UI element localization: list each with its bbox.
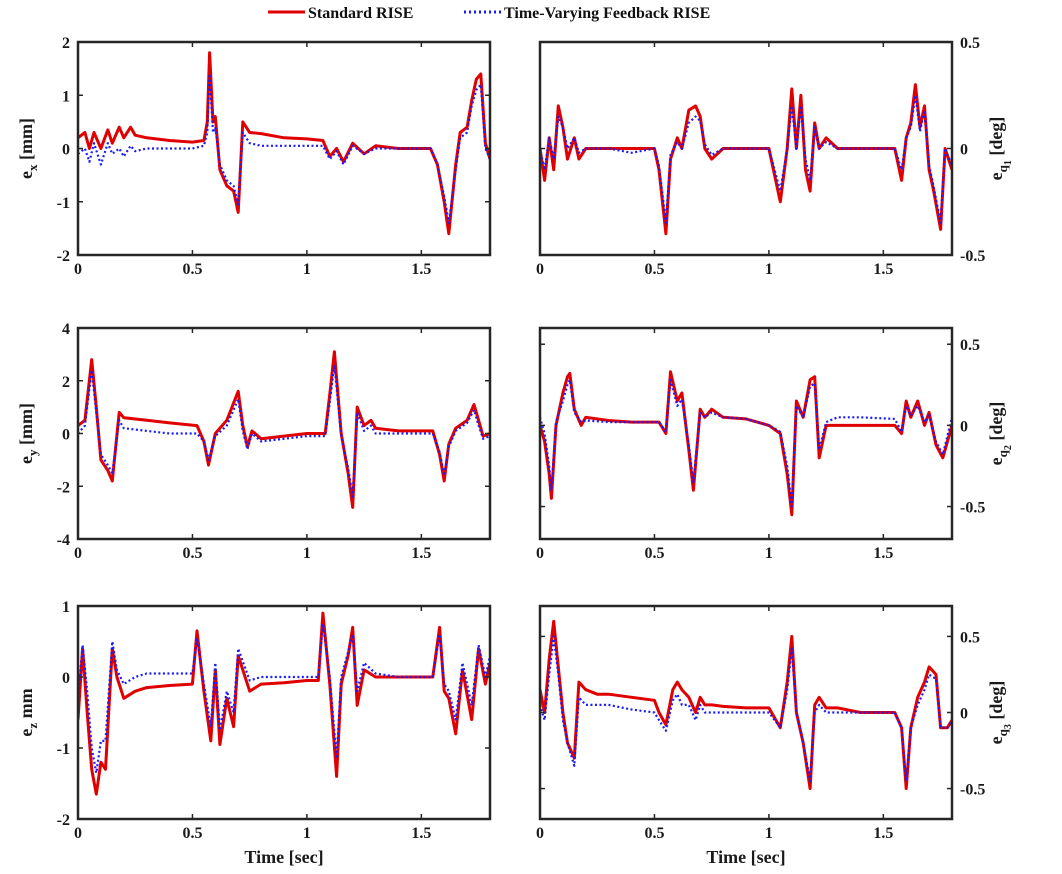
y-tick-label-ey: 0	[62, 427, 70, 444]
y-axis-label-eq1: eq1 [deg]	[986, 117, 1014, 181]
y-tick-label-ex: 0	[62, 142, 70, 159]
x-tick-label-ey: 0.5	[182, 545, 202, 562]
x-tick-label-eq3: 0	[536, 825, 544, 842]
legend-label-standard-rise: Standard RISE	[308, 5, 413, 22]
x-tick-label-ex: 1	[303, 261, 311, 278]
legend: Standard RISE Time-Varying Feedback RISE	[268, 5, 710, 22]
x-tick-label-ez: 1	[303, 825, 311, 842]
x-tick-label-eq2: 0.5	[644, 545, 664, 562]
y-tick-label-ex: -1	[57, 195, 70, 212]
y-axis-label-ex: ex [mm]	[16, 118, 40, 179]
series-line-standard-rise-eq2	[540, 370, 952, 517]
y-tick-label-ex: -2	[57, 248, 70, 265]
subplot-eq1: 0 0.5 1 1.5 -0.5 0 0.5 eq1 [deg]	[536, 35, 1014, 278]
y-tick-label-eq1: -0.5	[960, 248, 985, 265]
subplot-ey: 0 0.5 1 1.5 -4 -2 0 2 4 ey [mm]	[16, 321, 492, 562]
series-line-standard-rise-ez	[78, 611, 490, 796]
y-tick-label-ez: -1	[57, 741, 70, 758]
x-tick-label-eq3: 1	[765, 825, 773, 842]
x-tick-label-eq3: 0.5	[644, 825, 664, 842]
series-line-standard-rise-eq3	[540, 619, 952, 791]
subplot-eq2: 0 0.5 1 1.5 -0.5 0 0.5 eq2 [deg]	[536, 326, 1014, 562]
y-tick-label-ex: 1	[62, 88, 70, 105]
x-tick-label-ez: 0	[74, 825, 82, 842]
legend-label-time-varying-feedback-rise: Time-Varying Feedback RISE	[504, 5, 710, 22]
series-line-standard-rise-eq1	[540, 83, 952, 236]
x-tick-label-ey: 0	[74, 545, 82, 562]
x-axis-label-ez: Time [sec]	[244, 847, 323, 867]
series-line-time-varying-feedback-rise-eq1	[540, 94, 952, 225]
y-tick-label-eq3: 0.5	[960, 629, 980, 646]
y-tick-label-eq3: -0.5	[960, 782, 985, 799]
y-axis-label-ez: ez mm	[16, 688, 40, 736]
subplot-eq3: 0 0.5 1 1.5 -0.5 0 0.5 eq3 [deg] Time [sec]	[536, 604, 1014, 867]
x-tick-label-ez: 0.5	[182, 825, 202, 842]
y-tick-label-eq1: 0	[960, 142, 968, 159]
axes-frame-ez	[76, 604, 492, 821]
subplot-ex: 0 0.5 1 1.5 -2 -1 0 1 2 ex [mm]	[16, 35, 492, 278]
y-axis-label-eq3: eq3 [deg]	[986, 681, 1014, 745]
y-tick-label-ey: -2	[57, 479, 70, 496]
y-axis-label-eq2: eq2 [deg]	[986, 402, 1014, 466]
x-tick-label-ex: 0	[74, 261, 82, 278]
x-tick-label-eq2: 1.5	[873, 545, 893, 562]
series-line-standard-rise-ey	[78, 350, 490, 509]
y-axis-label-ey: ey [mm]	[16, 403, 40, 464]
series-line-time-varying-feedback-rise-ex	[78, 72, 490, 225]
y-tick-label-eq3: 0	[960, 706, 968, 723]
axes-frame-ey	[76, 326, 492, 541]
x-tick-label-ey: 1.5	[411, 545, 431, 562]
x-tick-label-eq3: 1.5	[873, 825, 893, 842]
x-tick-label-eq1: 0.5	[644, 261, 664, 278]
series-line-time-varying-feedback-rise-ez	[78, 622, 490, 774]
x-tick-label-eq2: 0	[536, 545, 544, 562]
y-tick-label-ey: 2	[62, 374, 70, 391]
x-tick-label-eq1: 1	[765, 261, 773, 278]
y-tick-label-ex: 2	[62, 35, 70, 52]
y-tick-label-eq2: -0.5	[960, 500, 985, 517]
series-line-time-varying-feedback-rise-eq3	[540, 635, 952, 783]
y-tick-label-ez: 1	[62, 599, 70, 616]
x-tick-label-eq2: 1	[765, 545, 773, 562]
x-tick-label-ex: 1.5	[411, 261, 431, 278]
series-line-standard-rise-ex	[78, 51, 490, 236]
y-tick-label-ez: -2	[57, 812, 70, 829]
y-tick-label-eq2: 0.5	[960, 337, 980, 354]
axes-frame-eq2	[538, 326, 954, 541]
y-tick-label-eq2: 0	[960, 418, 968, 435]
y-tick-label-ey: 4	[62, 321, 70, 338]
x-tick-label-ez: 1.5	[411, 825, 431, 842]
subplot-grid: 0 0.5 1 1.5 -2 -1 0 1 2 ex [mm] 0 0.5 1 1.5 -0.5 0 0.5 eq…	[16, 35, 1014, 867]
y-tick-label-eq1: 0.5	[960, 35, 980, 52]
x-tick-label-eq1: 1.5	[873, 261, 893, 278]
x-tick-label-ey: 1	[303, 545, 311, 562]
x-tick-label-eq1: 0	[536, 261, 544, 278]
series-line-time-varying-feedback-rise-eq2	[540, 378, 952, 508]
x-tick-label-ex: 0.5	[182, 261, 202, 278]
y-tick-label-ey: -4	[57, 532, 70, 549]
y-tick-label-ez: 0	[62, 670, 70, 687]
subplot-ez: 0 0.5 1 1.5 -2 -1 0 1 ez mm Time [sec]	[16, 599, 492, 867]
x-axis-label-eq3: Time [sec]	[706, 847, 785, 867]
